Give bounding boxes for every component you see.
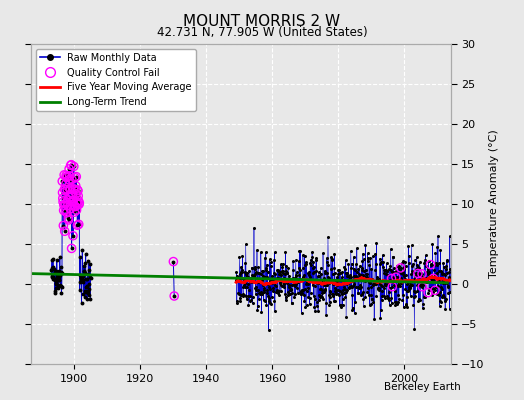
Point <box>418 271 426 277</box>
Point <box>72 207 81 213</box>
Point <box>74 221 83 228</box>
Point <box>69 186 78 192</box>
Point <box>61 186 69 193</box>
Point <box>58 189 67 196</box>
Point <box>72 174 81 180</box>
Point <box>68 191 77 198</box>
Point <box>60 172 68 178</box>
Text: 42.731 N, 77.905 W (United States): 42.731 N, 77.905 W (United States) <box>157 26 367 39</box>
Point <box>61 200 70 207</box>
Point <box>68 199 77 205</box>
Point <box>387 275 396 282</box>
Point <box>65 194 73 201</box>
Point <box>59 222 68 229</box>
Point <box>66 206 74 212</box>
Text: Berkeley Earth: Berkeley Earth <box>385 382 461 392</box>
Point <box>429 275 438 282</box>
Legend: Raw Monthly Data, Quality Control Fail, Five Year Moving Average, Long-Term Tren: Raw Monthly Data, Quality Control Fail, … <box>36 49 196 111</box>
Point <box>71 186 79 193</box>
Point <box>74 188 82 194</box>
Point <box>424 290 432 296</box>
Point <box>73 222 82 228</box>
Point <box>73 201 81 207</box>
Text: MOUNT MORRIS 2 W: MOUNT MORRIS 2 W <box>183 14 341 29</box>
Point <box>66 186 74 192</box>
Y-axis label: Temperature Anomaly (°C): Temperature Anomaly (°C) <box>488 130 499 278</box>
Point <box>67 162 75 168</box>
Point <box>72 182 80 189</box>
Point <box>62 210 71 216</box>
Point <box>59 199 67 205</box>
Point <box>72 191 80 197</box>
Point <box>69 197 78 204</box>
Point <box>414 270 422 277</box>
Point <box>74 193 82 199</box>
Point <box>69 191 77 197</box>
Point <box>418 284 427 290</box>
Point <box>68 176 76 183</box>
Point <box>169 258 178 265</box>
Point <box>63 186 71 192</box>
Point <box>67 194 75 200</box>
Point <box>170 293 178 299</box>
Point <box>59 195 67 202</box>
Point <box>63 173 72 180</box>
Point <box>64 215 72 221</box>
Point <box>62 180 70 187</box>
Point <box>64 176 73 183</box>
Point <box>60 186 69 192</box>
Point <box>68 245 76 252</box>
Point <box>66 173 74 179</box>
Point <box>61 206 70 213</box>
Point <box>73 187 82 193</box>
Point <box>392 274 400 280</box>
Point <box>70 163 78 170</box>
Point <box>63 202 72 209</box>
Point <box>69 232 77 239</box>
Point <box>64 196 72 203</box>
Point <box>58 178 67 184</box>
Point <box>60 202 68 208</box>
Point <box>67 186 75 192</box>
Point <box>71 174 79 181</box>
Point <box>59 207 68 214</box>
Point <box>388 284 397 290</box>
Point <box>71 203 80 210</box>
Point <box>75 201 83 208</box>
Point <box>65 166 73 172</box>
Point <box>64 217 73 223</box>
Point <box>70 209 79 215</box>
Point <box>75 200 83 206</box>
Point <box>67 162 75 168</box>
Point <box>431 287 439 294</box>
Point <box>62 174 71 180</box>
Point <box>73 199 81 206</box>
Point <box>396 265 405 271</box>
Point <box>70 203 78 210</box>
Point <box>61 228 69 234</box>
Point <box>63 199 71 205</box>
Point <box>74 198 83 204</box>
Point <box>62 172 70 178</box>
Point <box>70 203 79 209</box>
Point <box>427 262 435 268</box>
